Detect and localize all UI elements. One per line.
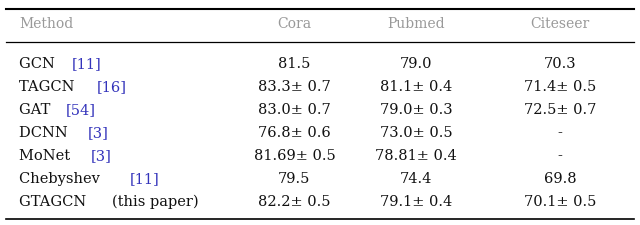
Text: [54]: [54] [66,103,95,117]
Text: TAGCN: TAGCN [19,80,79,94]
Text: 83.0± 0.7: 83.0± 0.7 [258,103,331,117]
Text: [16]: [16] [97,80,127,94]
Text: 82.2± 0.5: 82.2± 0.5 [258,195,331,209]
Text: 81.69± 0.5: 81.69± 0.5 [253,149,335,163]
Text: 76.8± 0.6: 76.8± 0.6 [258,126,331,140]
Text: 69.8: 69.8 [544,172,576,186]
Text: 83.3± 0.7: 83.3± 0.7 [258,80,331,94]
Text: Method: Method [19,17,74,31]
Text: 81.5: 81.5 [278,57,310,71]
Text: GCN: GCN [19,57,60,71]
Text: (this paper): (this paper) [112,195,198,209]
Text: 70.1± 0.5: 70.1± 0.5 [524,195,596,209]
Text: 73.0± 0.5: 73.0± 0.5 [380,126,452,140]
Text: Chebyshev: Chebyshev [19,172,105,186]
Text: 81.1± 0.4: 81.1± 0.4 [380,80,452,94]
Text: -: - [557,149,563,163]
Text: 79.0: 79.0 [400,57,432,71]
Text: [3]: [3] [88,126,109,140]
Text: MoNet: MoNet [19,149,75,163]
Text: Citeseer: Citeseer [531,17,589,31]
Text: 71.4± 0.5: 71.4± 0.5 [524,80,596,94]
Text: 70.3: 70.3 [544,57,576,71]
Text: 72.5± 0.7: 72.5± 0.7 [524,103,596,117]
Text: -: - [557,126,563,140]
Text: Cora: Cora [277,17,312,31]
Text: Pubmed: Pubmed [387,17,445,31]
Text: 79.0± 0.3: 79.0± 0.3 [380,103,452,117]
Text: GAT: GAT [19,103,55,117]
Text: 79.1± 0.4: 79.1± 0.4 [380,195,452,209]
Text: 79.5: 79.5 [278,172,310,186]
Text: [11]: [11] [72,57,101,71]
Text: DCNN: DCNN [19,126,72,140]
Text: [3]: [3] [91,149,112,163]
Text: 78.81± 0.4: 78.81± 0.4 [375,149,457,163]
Text: [11]: [11] [129,172,159,186]
Text: 74.4: 74.4 [400,172,432,186]
Text: GTAGCN: GTAGCN [19,195,91,209]
